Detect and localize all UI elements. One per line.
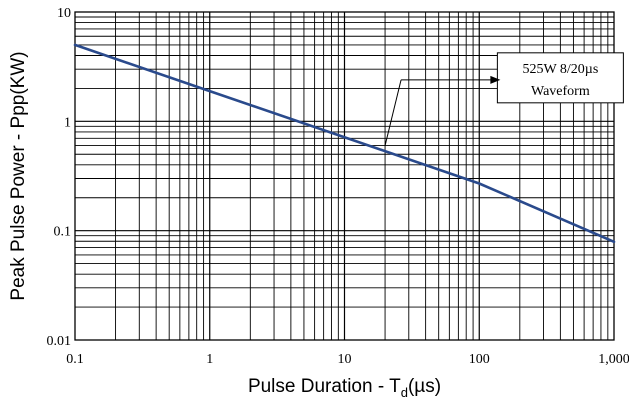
x-tick-label: 10 bbox=[338, 352, 352, 367]
x-tick-label: 0.1 bbox=[66, 352, 84, 367]
x-tick-label: 100 bbox=[469, 352, 490, 367]
annotation: 525W 8/20µs Waveform bbox=[384, 52, 624, 146]
x-tick-labels: 0.1 1 10 100 1,000 bbox=[66, 352, 629, 367]
annotation-box bbox=[496, 52, 624, 104]
annotation-arrow-head bbox=[490, 75, 501, 84]
y-axis-title: Peak Pulse Power - Ppp(KW) bbox=[8, 51, 29, 300]
y-tick-label: 0.01 bbox=[47, 334, 72, 349]
y-tick-label: 0.1 bbox=[54, 225, 72, 240]
annotation-text-line-2: Waveform bbox=[531, 84, 590, 99]
y-tick-label: 10 bbox=[57, 6, 71, 21]
annotation-text-line-1: 525W 8/20µs bbox=[522, 62, 598, 77]
x-tick-label: 1 bbox=[206, 352, 213, 367]
annotation-arrow-segment bbox=[384, 79, 402, 146]
y-tick-labels: 0.01 0.1 1 10 bbox=[47, 6, 72, 349]
x-tick-label: 1,000 bbox=[598, 352, 629, 367]
plot-frame bbox=[74, 11, 615, 341]
series-line bbox=[73, 43, 616, 244]
x-axis-title-subscript: d bbox=[401, 385, 408, 400]
y-tick-label: 1 bbox=[64, 115, 71, 130]
x-axis-title-main: Pulse Duration - T bbox=[248, 376, 401, 397]
grid-lines bbox=[75, 12, 614, 340]
x-axis-title: Pulse Duration - Td(µs) bbox=[248, 376, 441, 400]
x-axis-title-unit: (µs) bbox=[408, 376, 441, 397]
